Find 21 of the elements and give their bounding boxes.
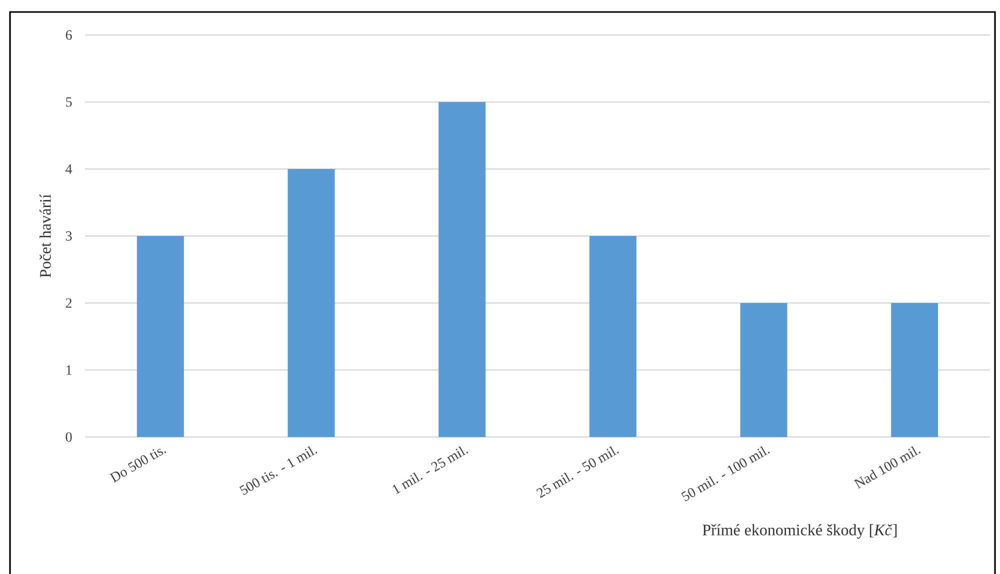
x-tick-label: 50 mil. - 100 mil. xyxy=(681,446,770,502)
y-tick-label: 6 xyxy=(66,30,72,40)
bar xyxy=(589,236,636,437)
y-tick-label: 4 xyxy=(66,164,72,174)
y-tick-label: 2 xyxy=(66,298,72,308)
y-tick-label: 0 xyxy=(66,432,72,442)
bar xyxy=(136,236,184,437)
x-tick-label: 500 tis. - 1 mil. xyxy=(239,446,318,495)
x-tick-label: 25 mil. - 50 mil. xyxy=(536,446,619,498)
x-tick-label: Do 500 tis. xyxy=(109,448,166,483)
bar xyxy=(891,302,938,437)
y-axis-title: Počet havárií xyxy=(40,194,51,278)
y-tick-label: 1 xyxy=(66,365,72,375)
x-tick-label: Nad 100 mil. xyxy=(854,446,921,489)
bar xyxy=(740,302,788,437)
x-axis-title: Přímé ekonomické škody [Kč] xyxy=(702,524,897,539)
bar xyxy=(438,102,486,437)
x-tick-label: 1 mil. - 25 mil. xyxy=(392,446,468,494)
bar xyxy=(288,168,335,437)
y-tick-label: 3 xyxy=(66,231,72,241)
y-tick-label: 5 xyxy=(66,97,72,107)
